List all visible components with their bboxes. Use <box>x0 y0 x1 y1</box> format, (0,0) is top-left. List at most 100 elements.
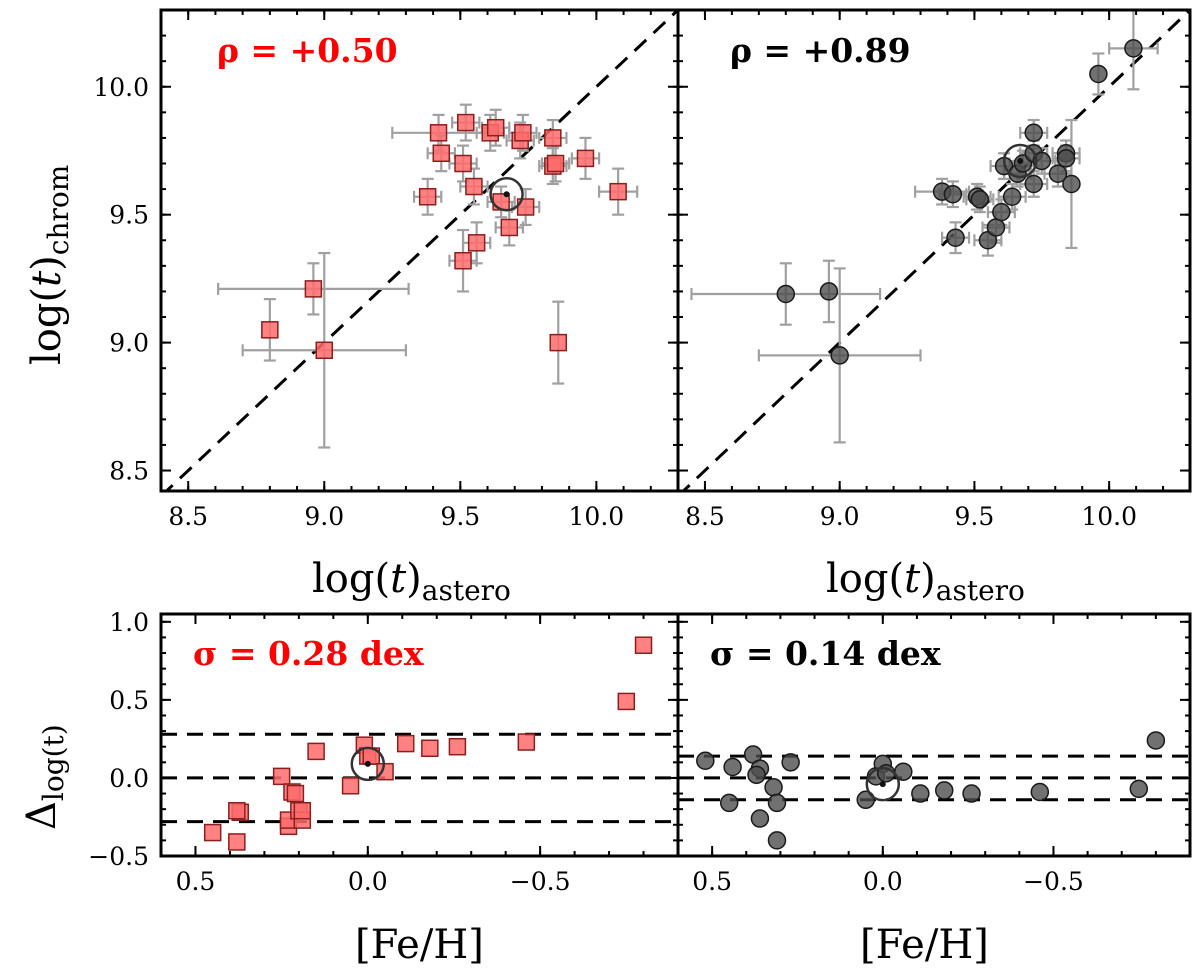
x-tick-label: 8.5 <box>168 502 208 531</box>
data-point-circle <box>767 793 787 813</box>
data-point-circle <box>986 218 1006 237</box>
x-tick-label: 10.0 <box>1081 502 1137 531</box>
data-point-circle <box>1056 149 1076 168</box>
y-axis-label-top: log(t)chrom <box>24 165 75 365</box>
data-point-square <box>341 776 360 795</box>
data-point-circle <box>819 282 839 301</box>
plot-area <box>678 731 1190 850</box>
data-point-square <box>293 801 312 820</box>
x-tick-label: 9.5 <box>440 502 480 531</box>
data-point-square <box>500 218 519 237</box>
sigma-annotation-right: σ = 0.14 dex <box>710 634 941 673</box>
y-tick-label: 1.0 <box>109 608 149 637</box>
data-point-square <box>304 280 323 298</box>
y-tick-label: 8.5 <box>109 457 149 486</box>
x-tick-label: 9.5 <box>955 502 995 531</box>
data-point-square <box>448 737 467 756</box>
data-point-circle <box>696 751 715 771</box>
rho-annotation-left: ρ = +0.50 <box>217 31 398 70</box>
data-point-circle <box>911 784 930 803</box>
data-point-circle <box>750 809 770 828</box>
panel-frame <box>676 8 1192 493</box>
highlight-dot <box>1017 157 1024 164</box>
x-tick-label: 0.0 <box>863 867 903 896</box>
data-point-circle <box>776 284 796 304</box>
data-point-square <box>228 833 246 851</box>
data-point-circle <box>781 753 800 772</box>
y-tick-label: 10.0 <box>93 73 149 102</box>
x-axis-label-top-right: log(t)astero <box>826 556 1025 607</box>
data-point-circle <box>767 831 787 850</box>
data-point-square <box>617 692 636 711</box>
y-tick-label: 9.5 <box>109 201 149 230</box>
data-point-square <box>429 124 448 142</box>
data-point-square <box>203 823 222 842</box>
data-point-circle <box>764 778 783 797</box>
data-point-circle <box>946 228 965 247</box>
data-point-circle <box>1032 151 1052 171</box>
plot-area <box>164 10 678 491</box>
data-point-square <box>228 801 246 820</box>
data-point-circle <box>747 765 766 785</box>
data-point-square <box>549 333 568 352</box>
data-point-square <box>634 636 653 654</box>
x-axis-label-top-left: log(t)astero <box>312 556 511 607</box>
data-point-circle <box>1062 174 1081 194</box>
data-point-circle <box>1124 39 1143 58</box>
x-tick-label: 0.5 <box>692 867 732 896</box>
data-point-circle <box>1002 187 1022 207</box>
data-point-circle <box>992 202 1011 222</box>
highlight-ring <box>350 746 386 782</box>
data-point-square <box>286 784 305 803</box>
data-point-square <box>467 234 486 252</box>
y-axis-label-bottom: Δlog(t) <box>19 724 70 830</box>
data-point-square <box>546 154 565 173</box>
data-point-circle <box>934 781 954 800</box>
data-point-square <box>376 762 394 781</box>
panel-top-left: 8.5 9.0 9.5 10.0 8.5 9.0 9.5 10.0 <box>93 8 680 531</box>
data-point-square <box>454 154 472 173</box>
highlight-ring <box>489 176 524 212</box>
data-point-circle <box>1024 174 1043 194</box>
data-point-square <box>486 118 505 137</box>
data-point-circle <box>970 190 990 209</box>
data-point-circle <box>894 762 913 781</box>
data-point-square <box>272 767 291 786</box>
highlight-ring <box>865 766 901 802</box>
data-point-square <box>307 742 325 761</box>
data-point-square <box>576 149 595 168</box>
x-tick-label: −0.5 <box>510 867 571 896</box>
data-point-square <box>261 321 279 339</box>
panel-bottom-right: 0.5 0.0 −0.5 <box>676 612 1192 896</box>
data-point-circle <box>723 757 742 777</box>
highlight-dot <box>364 760 371 767</box>
data-point-circle <box>719 793 739 813</box>
plot-area <box>681 10 1190 491</box>
panel-bottom-left: 0.5 0.0 −0.5 −0.5 0.0 0.5 1.0 <box>88 608 680 896</box>
y-tick-label: 0.5 <box>109 686 149 715</box>
rho-annotation-right: ρ = +0.89 <box>730 31 911 70</box>
data-point-circle <box>830 346 849 365</box>
x-tick-label: 9.0 <box>820 502 860 531</box>
highlight-dot <box>503 191 510 198</box>
data-point-square <box>421 739 439 758</box>
y-tick-label: −0.5 <box>88 842 149 871</box>
panel-frame <box>676 612 1192 858</box>
data-point-circle <box>1089 64 1108 84</box>
data-point-square <box>517 733 536 751</box>
data-point-square <box>609 182 627 201</box>
data-point-circle <box>1048 164 1068 183</box>
x-tick-label: 8.5 <box>685 502 725 531</box>
data-point-square <box>544 129 562 147</box>
data-point-circle <box>943 184 963 204</box>
y-tick-label: 9.0 <box>109 329 149 358</box>
data-point-circle <box>1129 779 1149 799</box>
data-point-square <box>432 144 451 163</box>
highlight-dot <box>879 781 886 788</box>
highlight-ring <box>1002 143 1038 179</box>
y-tick-label: 0.0 <box>109 764 149 793</box>
x-tick-label: 0.5 <box>176 867 216 896</box>
sigma-annotation-left: σ = 0.28 dex <box>193 634 424 673</box>
x-tick-label: 0.0 <box>348 867 388 896</box>
